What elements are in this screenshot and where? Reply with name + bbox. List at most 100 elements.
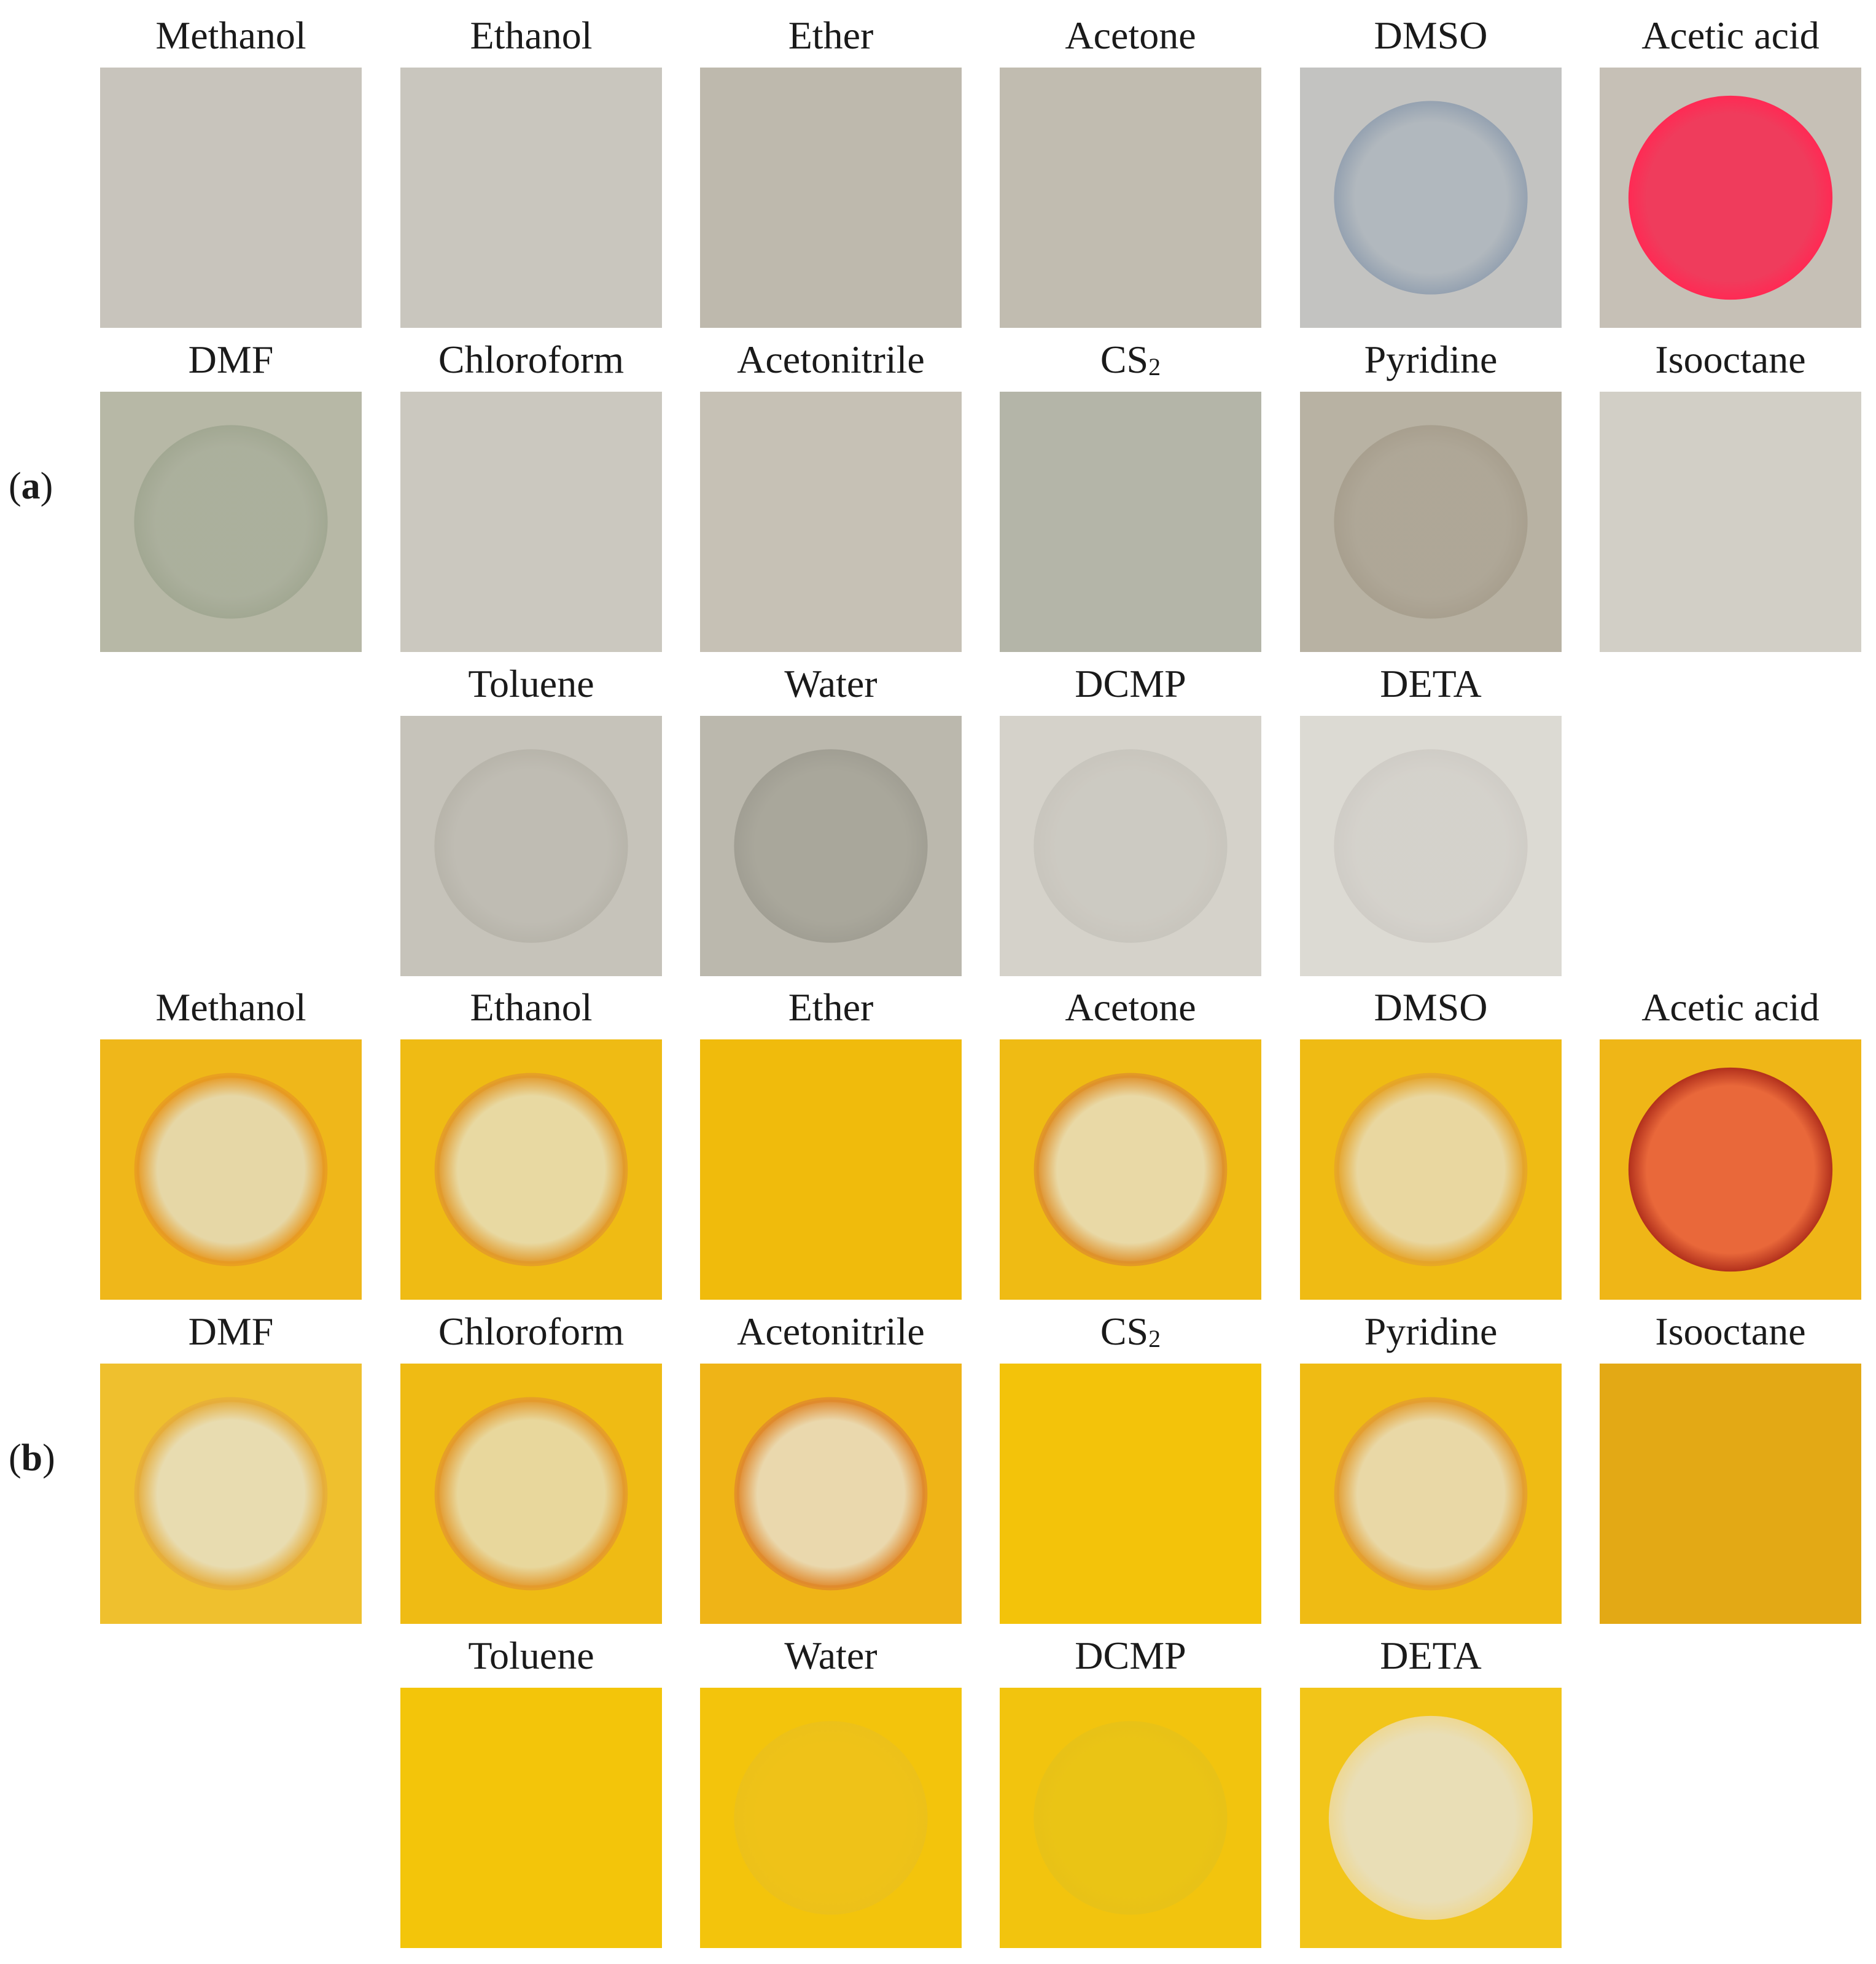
sample-caption: Acetic acid [1641,985,1820,1029]
sample-swatch [400,392,662,652]
sample-cell: Ethanol [400,14,662,328]
swatch-spot [136,1075,325,1264]
swatch-image [1300,392,1562,652]
sample-swatch [400,68,662,328]
swatch-image [400,1039,662,1300]
sample-caption: Chloroform [438,1310,625,1353]
sample-swatch [1000,68,1261,328]
sample-caption: Acetonitrile [737,338,925,381]
swatch-spot [1336,1399,1525,1588]
sample-cell: DCMP [1000,1634,1261,1948]
swatch-background [1000,1364,1261,1624]
sample-swatch [700,1688,962,1948]
swatch-spot-ring [1334,1397,1528,1591]
sample-caption: DCMP [1075,1634,1186,1677]
sample-swatch [100,1039,362,1300]
swatch-spot-ring [434,1397,628,1591]
sample-caption: Ethanol [470,14,593,57]
sample-caption: Water [784,662,878,705]
panel-label-a: (a) [9,465,53,507]
sample-cell: Ether [700,985,962,1300]
swatch-background [700,1039,962,1300]
swatch-spot [434,749,628,943]
sample-caption: DMF [188,1310,274,1353]
swatch-spot-ring [1033,1073,1228,1267]
sample-cell: DETA [1300,1634,1562,1948]
sample-cell: Ethanol [400,985,662,1300]
sample-cell: Toluene [400,662,662,976]
swatch-spot-ring [434,1073,628,1267]
sample-swatch [1000,1688,1261,1948]
swatch-image [1000,1364,1261,1624]
sample-caption: Isooctane [1655,1310,1806,1353]
swatch-spot [1334,101,1528,295]
swatch-background [1600,1364,1861,1624]
sample-caption: Pyridine [1364,1310,1498,1353]
swatch-spot-ring [134,1073,328,1267]
swatch-image [1600,392,1861,652]
sample-swatch [700,68,962,328]
swatch-spot [136,1399,325,1588]
sample-cell: CS2 [1000,1310,1261,1624]
sample-caption: Acetone [1065,14,1196,57]
swatch-image [1000,1688,1261,1948]
sample-caption: DMSO [1374,985,1488,1029]
swatch-background [700,68,962,328]
swatch-image [1600,68,1861,328]
swatch-spot [1033,749,1228,943]
sample-swatch [1300,716,1562,976]
swatch-spot [736,1399,925,1588]
sample-swatch [100,68,362,328]
sample-caption: DMF [188,338,274,381]
sample-swatch [1000,716,1261,976]
sample-caption: Isooctane [1655,338,1806,381]
sample-swatch [1000,392,1261,652]
swatch-image [700,1688,962,1948]
swatch-image [100,68,362,328]
sample-cell: Isooctane [1600,1310,1861,1624]
swatch-background [1000,392,1261,652]
sample-swatch [1600,392,1861,652]
swatch-spot [1628,95,1833,300]
swatch-image [100,1364,362,1624]
sample-swatch [700,392,962,652]
sample-caption: Pyridine [1364,338,1498,381]
swatch-image [700,716,962,976]
sample-cell: Ether [700,14,962,328]
swatch-spot [1033,1721,1228,1915]
sample-cell: Acetone [1000,985,1261,1300]
swatch-image [1300,1364,1562,1624]
sample-caption: Ethanol [470,985,593,1029]
swatch-spot [734,1721,928,1915]
sample-cell: DMSO [1300,985,1562,1300]
sample-caption: DCMP [1075,662,1186,705]
swatch-image [1000,392,1261,652]
swatch-image [700,392,962,652]
sample-swatch [100,392,362,652]
swatch-background [700,392,962,652]
sample-cell: Acetic acid [1600,14,1861,328]
sample-caption: DMSO [1374,14,1488,57]
swatch-image [1300,1688,1562,1948]
swatch-spot [1334,425,1528,619]
swatch-image [1300,68,1562,328]
sample-cell: Pyridine [1300,338,1562,652]
swatch-background [400,68,662,328]
swatch-background [100,68,362,328]
swatch-image [400,1688,662,1948]
swatch-image [700,68,962,328]
sample-swatch [1000,1364,1261,1624]
sample-cell: Pyridine [1300,1310,1562,1624]
sample-swatch [1300,68,1562,328]
sample-swatch [1000,1039,1261,1300]
sample-caption: Toluene [468,662,594,705]
swatch-image [400,1364,662,1624]
swatch-spot-ring [134,1397,328,1591]
sample-swatch [1300,1688,1562,1948]
sample-swatch [1600,1039,1861,1300]
sample-cell: Methanol [100,14,362,328]
sample-cell: Acetic acid [1600,985,1861,1300]
sample-swatch [1600,1364,1861,1624]
swatch-spot [437,1399,626,1588]
